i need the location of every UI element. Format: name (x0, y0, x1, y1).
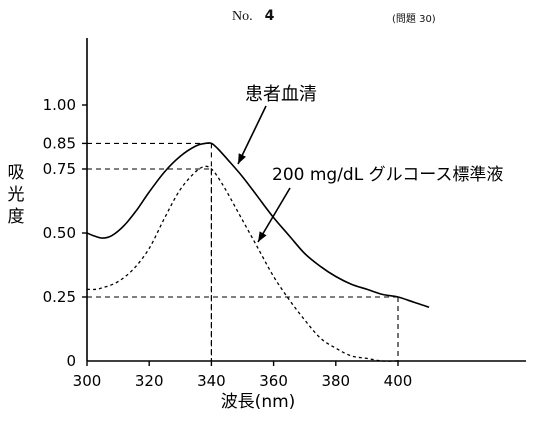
y-axis-label-char-2: 度 (8, 207, 25, 227)
series-line-0 (86, 142, 430, 308)
axes-group (86, 38, 526, 362)
y-tick-label-5: 1.00 (43, 96, 76, 114)
y-tick-label-0: 0 (66, 352, 76, 370)
annotations-layer: 患者血清 200 mg/dL グルコース標準液 (237, 84, 503, 243)
annotation-arrow-0 (237, 105, 267, 165)
header-number: No. 4 (232, 8, 274, 25)
y-axis-label-char-0: 吸 (8, 163, 25, 183)
x-tick-label-400: 400 (384, 372, 413, 390)
x-tick-label-320: 320 (135, 372, 164, 390)
x-tick-label-380: 380 (321, 372, 350, 390)
series-layer (86, 142, 430, 362)
ticks-layer: 300 320 340 360 380 400 0 0.25 0.50 0.75 0.85 1.00 (43, 96, 413, 390)
header-no-label: No. (232, 9, 253, 24)
y-tick-label-1: 0.25 (43, 288, 76, 306)
annotation-arrow-1 (257, 187, 291, 243)
annotation-label-0: 患者血清 (245, 84, 317, 105)
y-tick-label-2: 0.50 (43, 224, 76, 242)
x-tick-label-300: 300 (73, 372, 102, 390)
annotation-arrowhead-0 (238, 153, 246, 164)
reference-lines (87, 142, 399, 361)
annotation-label-1: 200 mg/dL グルコース標準液 (272, 165, 503, 185)
annotation-arrowhead-1 (258, 231, 267, 242)
question-reference: (問題 30) (392, 14, 436, 25)
header-no-value: 4 (264, 8, 275, 24)
y-tick-label-3: 0.75 (43, 160, 76, 178)
y-axis-label-char-1: 光 (8, 185, 25, 205)
series-line-1 (86, 165, 399, 362)
y-axis-label: 吸光度 (8, 163, 25, 227)
x-tick-label-360: 360 (259, 372, 288, 390)
y-tick-label-4: 0.85 (43, 134, 76, 152)
x-axis-label: 波長(nm) (221, 392, 296, 412)
x-tick-label-340: 340 (197, 372, 226, 390)
